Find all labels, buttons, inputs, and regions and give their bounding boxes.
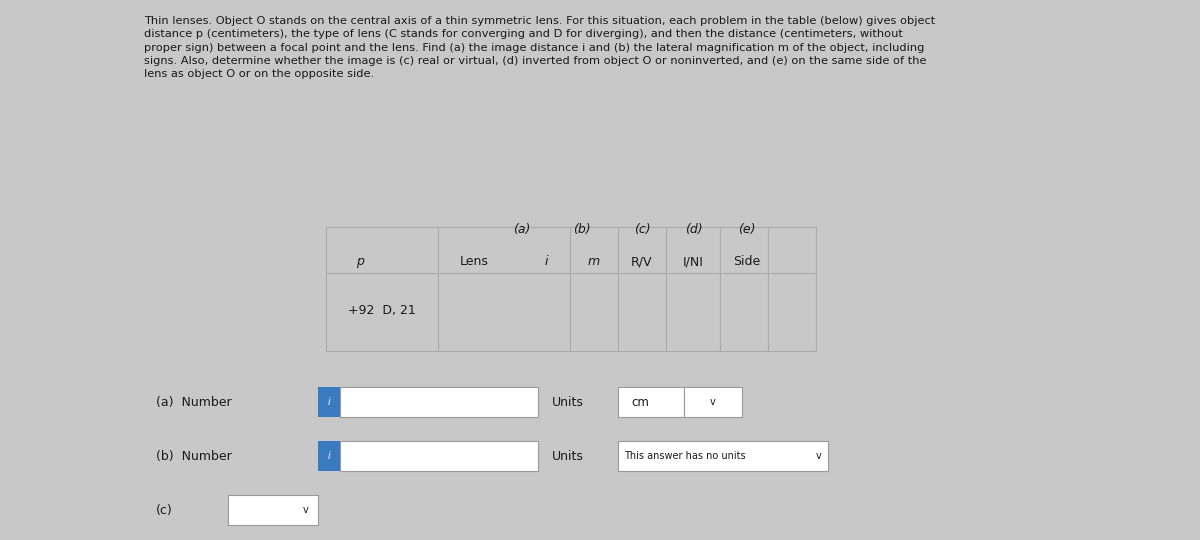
Text: I/NI: I/NI — [683, 255, 704, 268]
Text: Units: Units — [552, 396, 584, 409]
Text: i: i — [545, 255, 547, 268]
Text: Side: Side — [733, 255, 760, 268]
Text: (d): (d) — [685, 223, 702, 236]
Text: i: i — [328, 451, 330, 461]
FancyBboxPatch shape — [318, 387, 340, 417]
Text: This answer has no units: This answer has no units — [624, 451, 745, 461]
FancyBboxPatch shape — [340, 387, 538, 417]
Text: m: m — [588, 255, 600, 268]
Text: v: v — [710, 397, 715, 407]
Text: (c): (c) — [634, 223, 650, 236]
FancyBboxPatch shape — [228, 495, 318, 525]
FancyBboxPatch shape — [318, 441, 340, 471]
FancyBboxPatch shape — [618, 441, 828, 471]
FancyBboxPatch shape — [618, 387, 684, 417]
Text: v: v — [304, 505, 308, 515]
Text: R/V: R/V — [631, 255, 653, 268]
Text: Lens: Lens — [460, 255, 488, 268]
Text: v: v — [816, 451, 821, 461]
Text: (e): (e) — [738, 223, 755, 236]
Text: (a): (a) — [514, 223, 530, 236]
Text: cm: cm — [631, 396, 649, 409]
Text: (b)  Number: (b) Number — [156, 450, 232, 463]
Text: (c): (c) — [156, 504, 173, 517]
FancyBboxPatch shape — [340, 441, 538, 471]
Text: Units: Units — [552, 450, 584, 463]
Text: +92  D, 21: +92 D, 21 — [348, 304, 415, 317]
Text: Thin lenses. Object O stands on the central axis of a thin symmetric lens. For t: Thin lenses. Object O stands on the cent… — [144, 16, 935, 79]
FancyBboxPatch shape — [684, 387, 742, 417]
Text: i: i — [328, 397, 330, 407]
Text: (a)  Number: (a) Number — [156, 396, 232, 409]
Text: p: p — [356, 255, 364, 268]
Text: (b): (b) — [574, 223, 590, 236]
